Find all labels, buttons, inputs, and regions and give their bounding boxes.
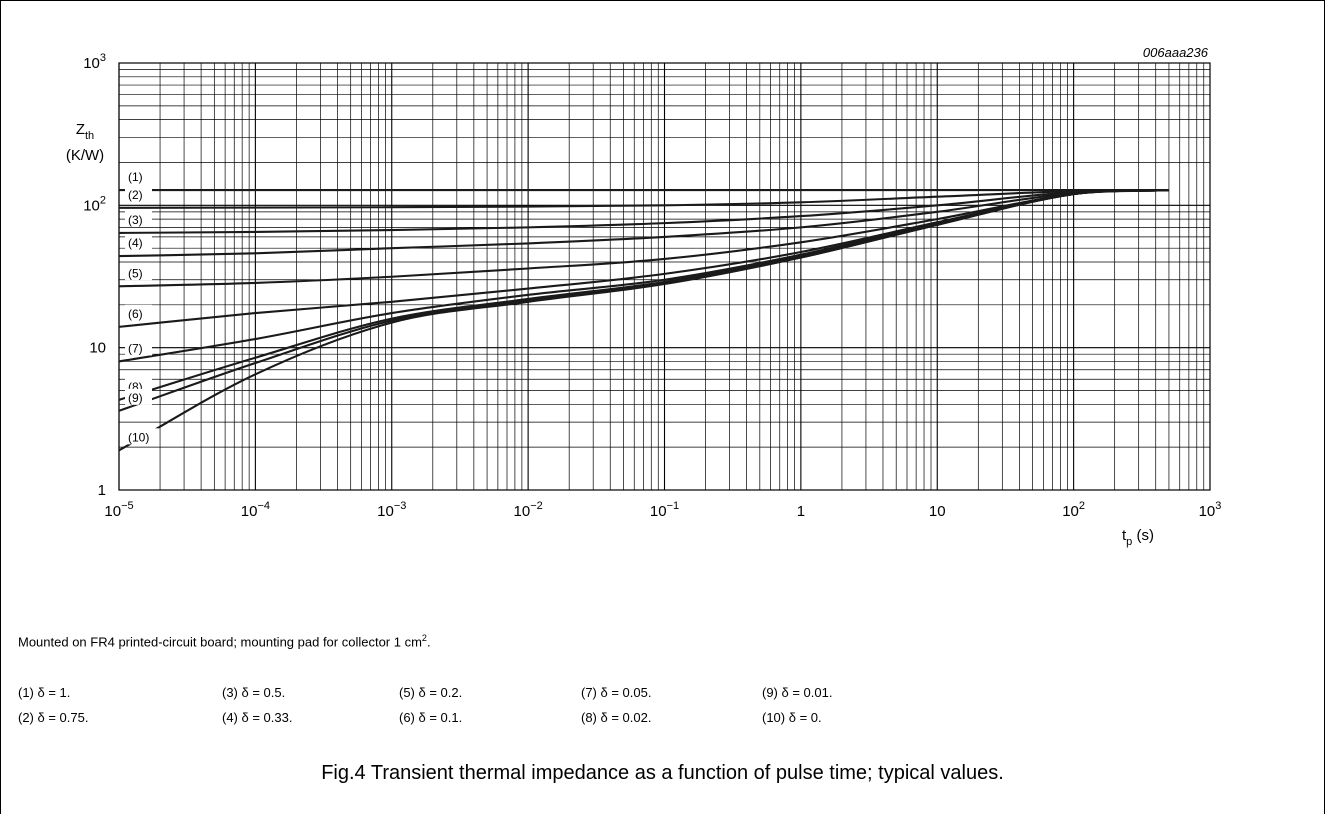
series-label-bg-3 xyxy=(125,210,152,227)
legend-item-1: (1) δ = 1. xyxy=(18,685,71,700)
x-tick-label: 10−4 xyxy=(241,500,270,520)
mounting-note-superscript: 2 xyxy=(421,633,427,643)
x-tick-label: 1 xyxy=(797,503,805,520)
series-curve-4 xyxy=(118,189,1169,258)
series-curve-3 xyxy=(118,189,1169,234)
series-label-bg-2 xyxy=(125,185,152,202)
series-label-6: (6) xyxy=(128,307,143,321)
y-tick-label: 103 xyxy=(83,52,106,72)
mounting-note: Mounted on FR4 printed-circuit board; mo… xyxy=(18,633,431,649)
legend-item-10: (10) δ = 0. xyxy=(762,710,822,725)
x-tick-label: 10−5 xyxy=(104,500,133,520)
series-label-4: (4) xyxy=(128,236,143,250)
legend-item-3: (3) δ = 0.5. xyxy=(222,685,286,700)
series-label-bg-1 xyxy=(125,168,152,185)
legend-item-8: (8) δ = 0.02. xyxy=(581,710,652,725)
series-label-bg-5 xyxy=(125,264,152,281)
plot-border xyxy=(118,62,1211,491)
series-curve-8 xyxy=(118,189,1169,401)
figure-code: 006aaa236 xyxy=(1143,45,1209,60)
y-axis-unit: (K/W) xyxy=(66,147,104,164)
series-label-bg-6 xyxy=(125,304,152,321)
plot-grid xyxy=(118,63,1210,491)
legend-item-2: (2) δ = 0.75. xyxy=(18,710,89,725)
series-curves xyxy=(118,189,1169,452)
series-label-10: (10) xyxy=(128,430,149,444)
y-axis-label: Zth xyxy=(76,121,94,142)
series-label-bg-7 xyxy=(125,339,152,356)
x-tick-labels: 10−5 10−4 10−3 10−2 10−1 1 10 102 103 xyxy=(104,500,1221,520)
series-label-3: (3) xyxy=(128,213,143,227)
series-label-2: (2) xyxy=(128,188,143,202)
y-tick-label: 10 xyxy=(89,340,106,357)
mounting-note-suffix: . xyxy=(426,634,431,650)
series-curve-10 xyxy=(118,189,1169,452)
legend-item-7: (7) δ = 0.05. xyxy=(581,685,652,700)
x-axis-label: tp (s) xyxy=(1122,527,1154,548)
x-tick-label: 10 xyxy=(929,503,946,520)
series-curve-5 xyxy=(118,189,1169,288)
series-label-1: (1) xyxy=(128,170,143,184)
series-label-bg-9 xyxy=(125,388,152,405)
x-tick-label: 103 xyxy=(1199,500,1222,520)
mounting-note-text: Mounted on FR4 printed-circuit board; mo… xyxy=(18,634,422,650)
series-label-5: (5) xyxy=(128,266,143,280)
y-tick-label: 102 xyxy=(83,194,106,214)
legend-item-9: (9) δ = 0.01. xyxy=(762,685,833,700)
series-label-7: (7) xyxy=(128,341,143,355)
legend-item-5: (5) δ = 0.2. xyxy=(399,685,463,700)
series-label-bg-4 xyxy=(125,234,152,251)
series-label-9: (9) xyxy=(128,391,143,405)
figure-caption: Fig.4 Transient thermal impedance as a f… xyxy=(321,762,1004,784)
x-tick-label: 10−1 xyxy=(650,500,679,520)
legend-item-6: (6) δ = 0.1. xyxy=(399,710,463,725)
series-curve-2 xyxy=(118,189,1169,209)
x-tick-label: 102 xyxy=(1062,500,1085,520)
series-label-bg-10 xyxy=(125,428,159,445)
x-tick-label: 10−3 xyxy=(377,500,406,520)
y-tick-labels: 1 10 102 103 xyxy=(83,52,106,499)
series-labels: (1)(2)(3)(4)(5)(6)(7)(8)(9)(10) xyxy=(125,168,159,445)
series-curve-6 xyxy=(118,189,1169,328)
legend-item-4: (4) δ = 0.33. xyxy=(222,710,293,725)
y-tick-label: 1 xyxy=(98,482,106,499)
x-tick-label: 10−2 xyxy=(514,500,543,520)
